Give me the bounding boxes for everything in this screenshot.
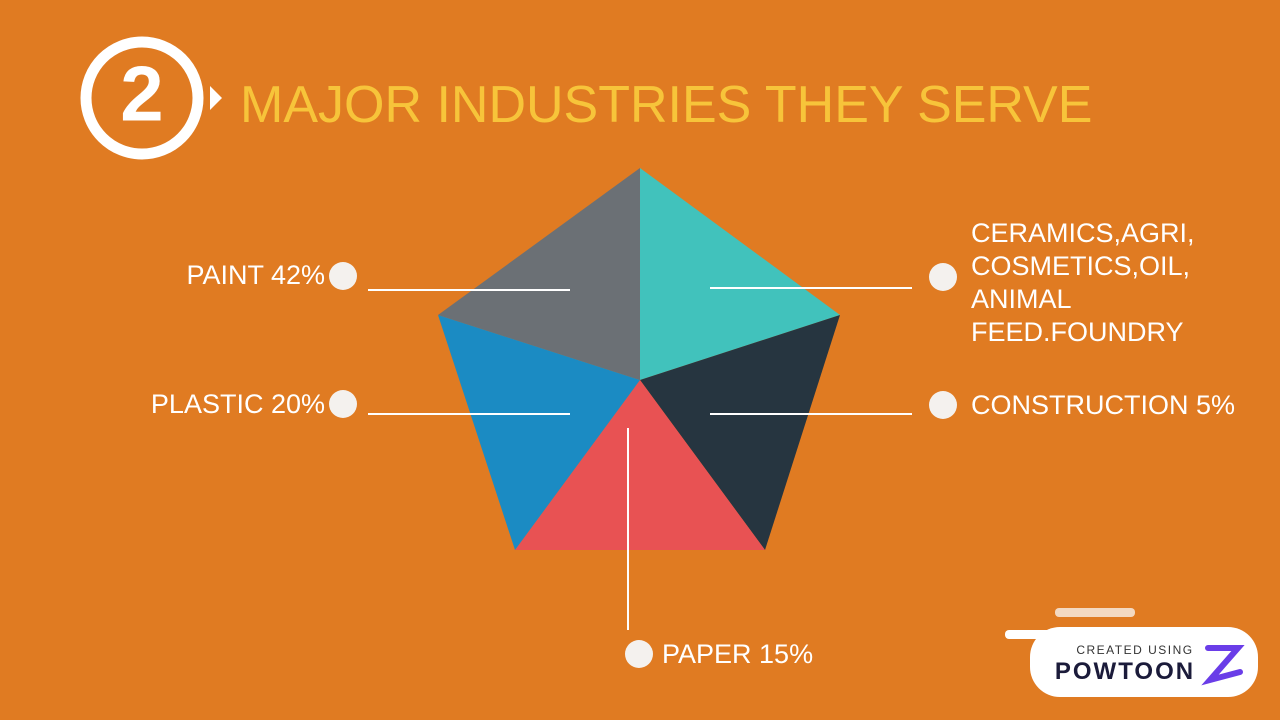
segment-label: CERAMICS,AGRI, COSMETICS,OIL, ANIMAL FEED.F… — [971, 217, 1195, 349]
dot — [329, 390, 357, 418]
segment-paper — [515, 380, 765, 550]
watermark-badge — [1030, 627, 1258, 697]
segment-ceramics — [640, 168, 840, 380]
dot — [929, 391, 957, 419]
badge-arrow — [210, 86, 222, 110]
dot — [329, 262, 357, 290]
watermark-streak — [1055, 608, 1135, 617]
connectors — [368, 287, 912, 630]
segment-label: PAPER 15% — [662, 638, 813, 671]
badge-number: 2 — [120, 50, 163, 138]
label-line: CONSTRUCTION 5% — [971, 390, 1236, 420]
watermark-logo — [1201, 645, 1245, 686]
segment-label: PAINT 42% — [186, 259, 325, 292]
label-line: CERAMICS,AGRI, — [971, 218, 1195, 248]
segment-label: PLASTIC 20% — [151, 388, 325, 421]
watermark-caption: CREATED USING — [1076, 643, 1193, 657]
badge-ring — [80, 36, 204, 160]
title: MAJOR INDUSTRIES THEY SERVE — [240, 76, 1092, 134]
label-line: PLASTIC 20% — [150, 389, 325, 419]
dot — [929, 263, 957, 291]
label-line: ANIMAL — [971, 284, 1072, 314]
label-line: COSMETICS,OIL, — [971, 251, 1191, 281]
label-line: PAPER 15% — [662, 639, 814, 669]
dots — [329, 262, 957, 668]
segment-label: CONSTRUCTION 5% — [971, 389, 1235, 422]
segment-construction — [640, 315, 840, 550]
dot — [625, 640, 653, 668]
label-line: PAINT 42% — [186, 260, 325, 290]
watermark-brand: POWTOON — [1055, 658, 1195, 685]
label-line: FEED.FOUNDRY — [971, 317, 1184, 347]
segment-plastic — [438, 315, 640, 550]
segment-paint — [438, 168, 640, 380]
